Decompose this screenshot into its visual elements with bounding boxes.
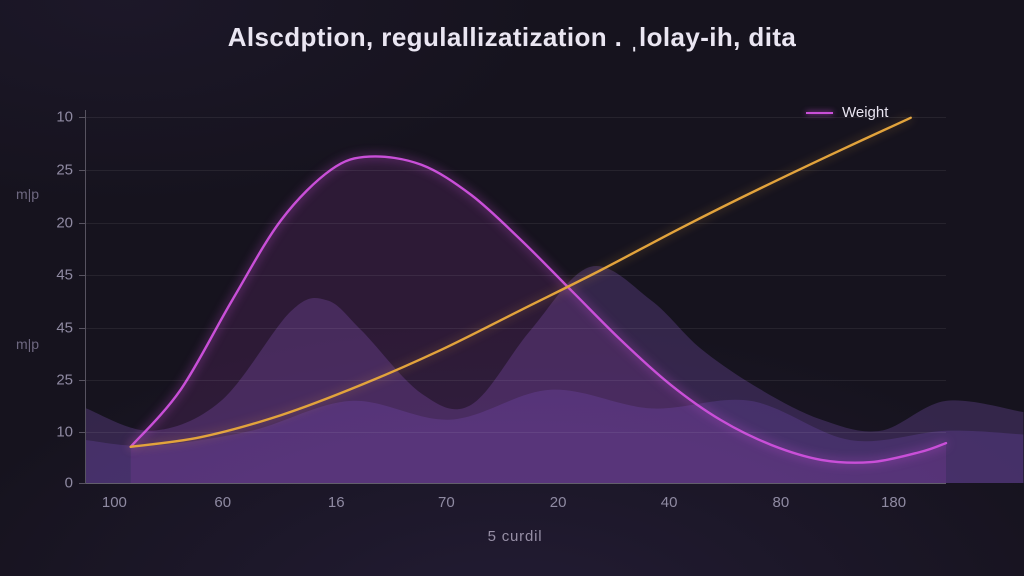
x-tick-label: 80: [772, 494, 790, 511]
area-series-band-upper: [86, 266, 1024, 483]
line-fill-weight: [130, 156, 946, 483]
y-tick-label: 45: [56, 319, 73, 337]
y-tick-label: 0: [64, 474, 73, 492]
gridline: [86, 223, 946, 225]
y-tick-label: 25: [56, 161, 73, 179]
gridline: [86, 170, 946, 172]
y-axis-unit-label: m|p: [16, 336, 40, 352]
y-tick-mark: [79, 380, 86, 382]
y-tick-mark: [79, 274, 86, 276]
x-tick-label: 100: [101, 494, 127, 511]
y-tick-mark: [79, 117, 86, 119]
gridline: [86, 117, 946, 119]
x-tick-label: 16: [327, 494, 345, 511]
x-tick-label: 180: [881, 494, 907, 511]
plot-area: 10 25 20 45 45 25 10 0 100 60 16 70 20 40 80 180: [56, 109, 1024, 511]
x-tick-label: 20: [549, 494, 567, 511]
x-tick-label: 70: [437, 494, 455, 511]
y-tick-label: 10: [56, 108, 73, 126]
x-tick-label: 40: [660, 494, 678, 511]
legend-label: Weight: [842, 104, 889, 121]
line-series-trend: [129, 116, 912, 448]
y-axis-unit-label: m|p: [16, 186, 40, 202]
y-tick-mark: [79, 170, 86, 172]
y-tick-label: 10: [56, 423, 73, 441]
x-tick-label: 60: [214, 494, 232, 511]
y-tick-mark: [79, 483, 86, 484]
gridline: [86, 274, 946, 276]
y-tick-mark: [79, 327, 86, 329]
legend: Weight: [806, 104, 888, 121]
y-tick-label: 45: [56, 266, 73, 284]
chart-svg: [86, 116, 1024, 483]
line-series-weight: [129, 155, 948, 464]
gridline: [86, 431, 946, 433]
x-axis-title: 5 curdil: [487, 528, 543, 545]
gridline: [86, 380, 946, 382]
area-series-band-lower: [86, 389, 1024, 483]
legend-line-swatch: [806, 111, 833, 114]
chart-title: Alscdption, regulallizatization . ˌlolay…: [227, 22, 797, 52]
y-tick-mark: [79, 223, 86, 225]
y-tick-label: 20: [56, 214, 73, 232]
gridline: [86, 327, 946, 329]
y-tick-label: 25: [56, 371, 73, 389]
gridline: [86, 483, 946, 484]
y-tick-mark: [79, 431, 86, 433]
